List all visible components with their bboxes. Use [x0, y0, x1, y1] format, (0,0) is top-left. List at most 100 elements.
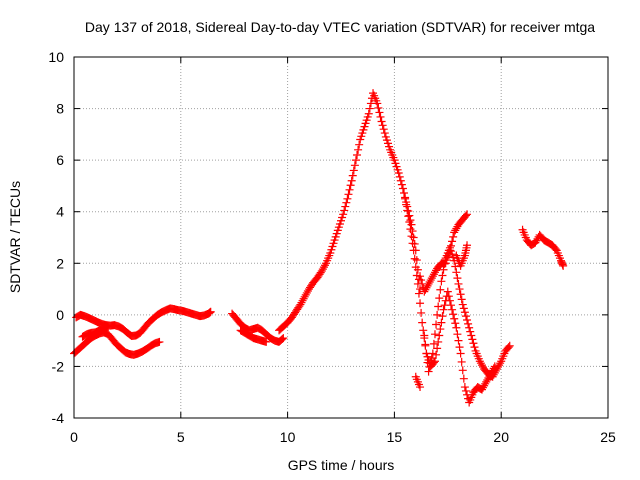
data-point-marker	[398, 184, 407, 193]
data-point-marker	[435, 294, 444, 303]
data-point-marker	[489, 364, 498, 373]
data-point-marker	[349, 166, 358, 175]
data-point-marker	[456, 290, 465, 299]
data-point-marker	[469, 339, 478, 348]
x-tick-label: 5	[177, 429, 185, 445]
data-point-marker	[434, 302, 443, 311]
data-point-marker	[405, 218, 414, 227]
data-point-marker	[432, 320, 441, 329]
data-point-marker	[347, 176, 356, 185]
y-tick-label: 10	[48, 49, 64, 65]
data-point-marker	[460, 383, 469, 392]
data-point-marker	[438, 271, 447, 280]
data-point-marker	[496, 359, 505, 368]
data-point-marker	[409, 246, 418, 255]
data-point-marker	[278, 335, 287, 344]
data-point-marker	[373, 99, 382, 108]
data-point-marker	[433, 344, 442, 353]
y-tick-label: 8	[56, 101, 64, 117]
y-tick-label: -4	[52, 410, 65, 426]
data-point-marker	[443, 287, 452, 296]
data-point-marker	[420, 334, 429, 343]
data-point-marker	[437, 277, 446, 286]
data-point-marker	[206, 307, 215, 316]
data-point-marker	[375, 108, 384, 117]
data-point-marker	[461, 386, 470, 395]
data-point-marker	[365, 104, 374, 113]
data-point-marker	[458, 300, 467, 309]
data-point-marker	[424, 367, 433, 376]
data-point-marker	[411, 263, 420, 272]
data-point-marker	[464, 319, 473, 328]
data-point-marker	[279, 334, 288, 343]
data-point-marker	[410, 239, 419, 248]
data-point-marker	[439, 305, 448, 314]
data-point-marker	[450, 314, 459, 323]
data-point-marker	[452, 268, 461, 277]
data-point-marker	[354, 145, 363, 154]
grid-lines	[74, 57, 608, 418]
data-point-marker	[459, 304, 468, 313]
data-point-marker	[438, 312, 447, 321]
data-point-marker	[376, 112, 385, 121]
data-point-marker	[351, 156, 360, 165]
data-point-marker	[437, 318, 446, 327]
data-point-marker	[378, 121, 387, 130]
y-tick-label: -2	[52, 358, 65, 374]
data-point-marker	[451, 262, 460, 271]
data-point-marker	[400, 189, 409, 198]
data-point-marker	[465, 323, 474, 332]
x-tick-label: 10	[280, 429, 296, 445]
data-point-marker	[432, 350, 441, 359]
data-point-marker	[407, 232, 416, 241]
data-point-marker	[449, 232, 458, 241]
data-point-marker	[155, 337, 164, 346]
x-tick-label: 20	[493, 429, 509, 445]
data-point-marker	[417, 276, 426, 285]
data-point-marker	[262, 337, 271, 346]
data-point-marker	[463, 210, 472, 219]
data-point-marker	[463, 241, 472, 250]
data-point-marker	[396, 176, 405, 185]
data-point-marker	[419, 326, 428, 335]
data-point-marker	[416, 383, 425, 392]
data-point-marker	[414, 289, 423, 298]
data-point-marker	[408, 239, 417, 248]
data-point-marker	[445, 246, 454, 255]
data-point-marker	[406, 216, 415, 225]
data-point-marker	[461, 312, 470, 321]
data-point-marker	[364, 109, 373, 118]
data-point-marker	[504, 343, 513, 352]
tick-labels: 0 5 10 15 20 25 -4 -2 0 2 4 6 8 10	[48, 49, 616, 445]
data-point-marker	[467, 331, 476, 340]
data-point-marker	[460, 308, 469, 317]
data-point-marker	[429, 358, 438, 367]
y-axis-label: SDTVAR / TECUs	[7, 181, 23, 293]
y-tick-label: 4	[56, 204, 64, 220]
data-point-marker	[448, 305, 457, 314]
data-point-marker	[350, 161, 359, 170]
x-tick-label: 15	[387, 429, 403, 445]
data-point-marker	[348, 171, 357, 180]
data-point-marker	[456, 349, 465, 358]
data-point-marker	[403, 206, 412, 215]
data-point-marker	[409, 233, 418, 242]
data-point-marker	[344, 190, 353, 199]
data-point-marker	[380, 129, 389, 138]
data-point-marker	[421, 341, 430, 350]
data-point-marker	[397, 180, 406, 189]
data-point-marker	[455, 285, 464, 294]
data-point-marker	[436, 285, 445, 294]
data-point-marker	[355, 140, 364, 149]
data-point-marker	[448, 237, 457, 246]
data-point-marker	[342, 198, 351, 207]
data-point-marker	[346, 181, 355, 190]
data-point-marker	[320, 261, 329, 270]
data-point-marker	[453, 330, 462, 339]
data-point-marker	[490, 362, 499, 371]
data-point-marker	[458, 366, 467, 375]
data-point-marker	[410, 254, 419, 263]
data-point-marker	[341, 202, 350, 211]
data-point-marker	[402, 200, 411, 209]
